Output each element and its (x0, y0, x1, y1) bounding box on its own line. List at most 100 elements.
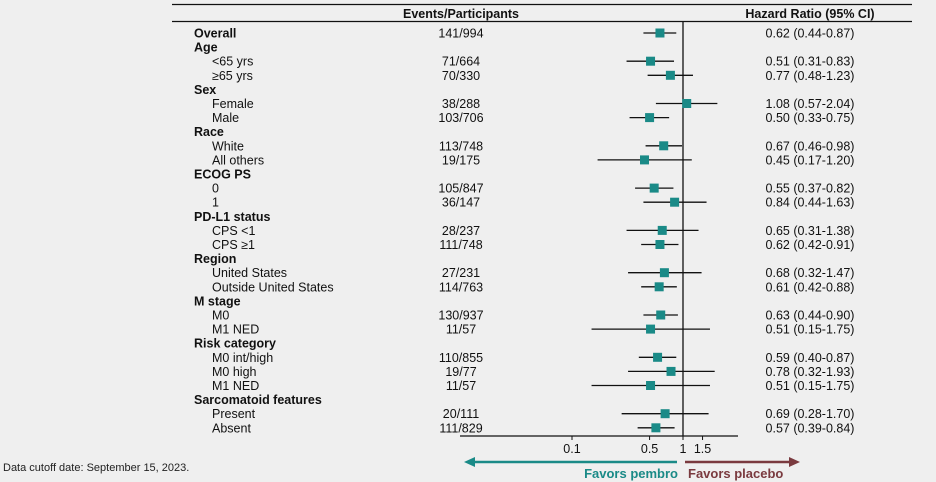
x-tick-label: 0.1 (563, 442, 580, 456)
favors-pembro-label: Favors pembro (584, 466, 678, 481)
group-label: Age (194, 41, 218, 55)
row-events: 20/111 (443, 407, 479, 421)
row-hr-text: 0.51 (0.15-1.75) (766, 323, 855, 337)
hr-marker (665, 70, 675, 80)
row-hr-text: 0.84 (0.44-1.63) (766, 196, 855, 210)
row-label: CPS <1 (212, 224, 255, 238)
row-hr-text: 0.61 (0.42-0.88) (766, 280, 855, 294)
hr-marker (666, 366, 676, 376)
row-hr-text: 0.78 (0.32-1.93) (766, 365, 855, 379)
row-events: 141/994 (438, 27, 483, 41)
group-label: Sex (194, 83, 216, 97)
hr-marker (653, 352, 663, 362)
row-hr-text: 0.68 (0.32-1.47) (766, 266, 855, 280)
row-events: 114/763 (439, 280, 483, 294)
x-tick-label: 1.5 (694, 442, 711, 456)
row-hr-text: 0.63 (0.44-0.90) (766, 309, 855, 323)
hr-marker (646, 324, 656, 334)
row-events: 110/855 (439, 351, 483, 365)
row-hr-text: 0.50 (0.33-0.75) (766, 111, 855, 125)
row-hr-text: 0.51 (0.15-1.75) (766, 379, 855, 393)
group-label: Region (194, 252, 236, 266)
row-hr-text: 0.62 (0.44-0.87) (766, 27, 855, 41)
row-label: <65 yrs (212, 55, 253, 69)
events-header: Events/Participants (403, 7, 519, 21)
row-label: Absent (212, 421, 251, 435)
row-events: 11/57 (446, 323, 476, 337)
group-label: ECOG PS (194, 168, 251, 182)
row-label: Present (212, 407, 256, 421)
hr-marker (660, 409, 670, 419)
row-events: 111/829 (439, 421, 482, 435)
row-events: 28/237 (442, 224, 480, 238)
row-hr-text: 0.59 (0.40-0.87) (766, 351, 855, 365)
hr-marker (655, 240, 665, 249)
hr-marker (654, 282, 664, 292)
row-label: Outside United States (212, 280, 334, 294)
hr-marker (682, 99, 692, 108)
row-hr-text: 0.51 (0.31-0.83) (766, 55, 855, 69)
hr-marker (655, 28, 665, 38)
row-hr-text: 0.77 (0.48-1.23) (766, 69, 855, 83)
hr-marker (640, 155, 650, 165)
row-label: Female (212, 97, 254, 111)
row-events: 27/231 (442, 266, 480, 280)
hr-header: Hazard Ratio (95% CI) (745, 7, 874, 21)
hr-marker (657, 225, 667, 235)
footnote: Data cutoff date: September 15, 2023. (3, 462, 190, 474)
row-events: 111/748 (439, 238, 482, 252)
group-label: Overall (194, 27, 236, 41)
row-events: 113/748 (439, 139, 483, 153)
row-label: M1 NED (212, 379, 259, 393)
row-label: M0 (212, 309, 229, 323)
hr-marker (645, 113, 655, 123)
group-label: PD-L1 status (194, 210, 270, 224)
row-events: 103/706 (438, 111, 483, 125)
row-label: All others (212, 153, 264, 167)
row-label: M0 high (212, 365, 257, 379)
row-events: 71/664 (442, 55, 480, 69)
favors-pembro-arrowhead (464, 457, 475, 467)
x-tick-label: 1 (680, 442, 687, 456)
hr-marker (646, 381, 656, 390)
row-events: 105/847 (438, 182, 483, 196)
row-hr-text: 1.08 (0.57-2.04) (766, 97, 855, 111)
row-label: ≥65 yrs (212, 69, 253, 83)
favors-placebo-arrowhead (789, 457, 800, 467)
group-label: Sarcomatoid features (194, 393, 322, 407)
hr-marker (659, 268, 669, 278)
row-label: Male (212, 111, 239, 125)
row-label: M0 int/high (212, 351, 273, 365)
row-label: United States (212, 266, 287, 280)
row-label: CPS ≥1 (212, 238, 255, 252)
row-events: 19/77 (445, 365, 476, 379)
favors-placebo-label: Favors placebo (688, 466, 783, 481)
row-hr-text: 0.45 (0.17-1.20) (766, 153, 855, 167)
group-label: Race (194, 125, 224, 139)
row-label: 0 (212, 182, 219, 196)
row-hr-text: 0.67 (0.46-0.98) (766, 139, 855, 153)
row-events: 36/147 (442, 196, 480, 210)
group-label: Risk category (194, 337, 276, 351)
row-hr-text: 0.55 (0.37-0.82) (766, 182, 855, 196)
hr-marker (659, 141, 669, 151)
row-events: 70/330 (442, 69, 480, 83)
row-events: 130/937 (438, 309, 483, 323)
row-hr-text: 0.62 (0.42-0.91) (766, 238, 855, 252)
row-label: M1 NED (212, 323, 259, 337)
row-events: 38/288 (442, 97, 480, 111)
row-hr-text: 0.57 (0.39-0.84) (766, 421, 855, 435)
x-tick-label: 0.5 (641, 442, 658, 456)
hr-marker (649, 183, 659, 193)
row-events: 19/175 (442, 153, 480, 167)
hr-marker (656, 310, 666, 320)
row-events: 11/57 (446, 379, 476, 393)
row-hr-text: 0.69 (0.28-1.70) (766, 407, 855, 421)
group-label: M stage (194, 294, 241, 308)
hr-marker (646, 56, 656, 66)
hr-marker (651, 423, 661, 433)
row-hr-text: 0.65 (0.31-1.38) (766, 224, 855, 238)
hr-marker (670, 197, 680, 207)
row-label: White (212, 139, 244, 153)
